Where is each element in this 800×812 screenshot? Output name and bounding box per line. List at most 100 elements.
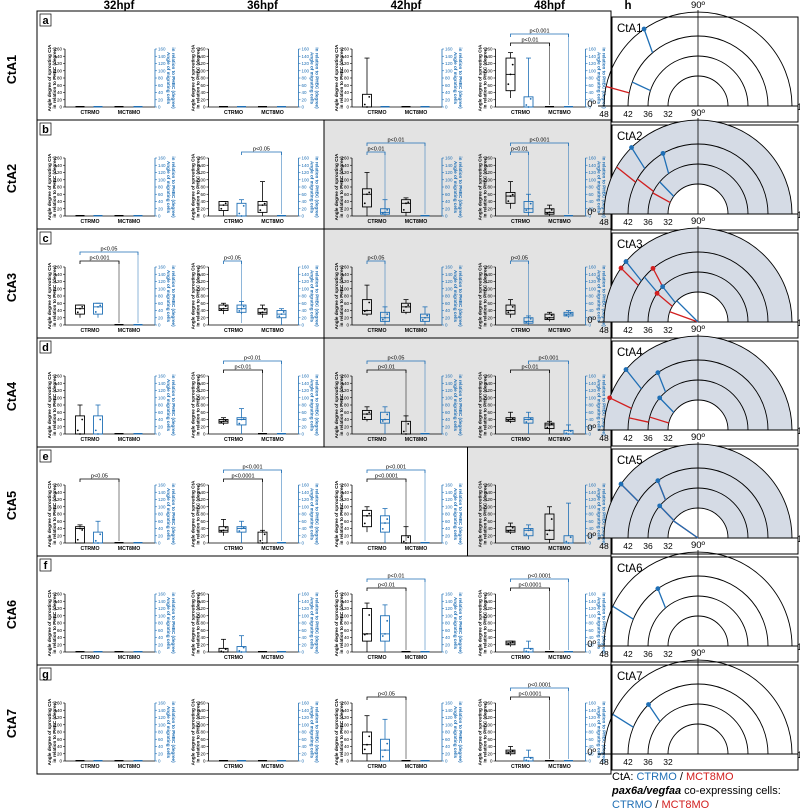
row-label-CtA6: CtA6 xyxy=(5,600,19,629)
tick-label-right: 140 xyxy=(302,163,310,168)
sig-label: p<0.0001 xyxy=(518,583,541,589)
tick-label-right: 140 xyxy=(158,272,166,277)
plot-CtA3-32hpf: 0 0 20 20 40 40 60 60 80 80 100 100 120 120 140 140 160 1… xyxy=(47,247,176,335)
tick-label-left: 60 xyxy=(487,737,493,742)
x-label-ctrmo: CTRMO xyxy=(367,437,386,443)
panel-grid xyxy=(36,10,612,775)
y-axis-title-left-2: in relation to PHBC (degree) xyxy=(483,592,488,654)
tick-label-left: 0 xyxy=(490,432,493,437)
y-axis-title-right-2: in relation to PHBC (degree) xyxy=(602,592,607,654)
tick-label-left: 160 xyxy=(485,592,493,597)
sig-label: p<0.05 xyxy=(378,692,395,698)
y-axis-title-right-1: Angle of migrating cells xyxy=(310,52,315,105)
tick-label-right: 80 xyxy=(589,185,595,190)
caption-coexpressing: co-expressing cells: xyxy=(681,785,781,797)
tick-label-left: 160 xyxy=(54,701,62,706)
tick-label-left: 160 xyxy=(485,374,493,379)
tick-label-left: 100 xyxy=(54,504,62,509)
x-label-mct8mo: MCT8MO xyxy=(405,655,427,661)
arc-title-CtA7: CtA7 xyxy=(617,671,643,683)
tick-label-right: 160 xyxy=(445,156,453,161)
tick-label-right: 160 xyxy=(302,374,310,379)
tick-label-left: 80 xyxy=(57,294,63,299)
y-axis-title-right-2: in relation to PHBC (degree) xyxy=(171,483,176,545)
panel-letter-box xyxy=(39,340,52,354)
y-axis-title-right-1: Angle of migrating cells xyxy=(310,706,315,759)
y-axis-title-right-1: Angle of migrating cells xyxy=(453,488,458,541)
sig-label: p<0.05 xyxy=(511,256,528,262)
arc-time-32: 32 xyxy=(663,325,673,335)
data-point xyxy=(546,533,549,536)
box xyxy=(236,526,247,533)
data-point xyxy=(261,204,264,207)
sig-label: p<0.001 xyxy=(529,138,549,144)
tick-label-left: 80 xyxy=(200,76,206,81)
y-axis-title-left-1: Angle degree of sprouting CtA xyxy=(334,44,339,111)
data-point xyxy=(220,530,223,532)
tick-label-left: 120 xyxy=(485,606,493,611)
arc-line-ctrl xyxy=(643,276,659,294)
data-point xyxy=(280,313,283,316)
panel-letter-box xyxy=(39,558,52,572)
tick-label-right: 20 xyxy=(158,315,164,320)
arc-cell-dot xyxy=(660,150,666,156)
sig-label: p<0.01 xyxy=(522,38,539,44)
tick-label-left: 20 xyxy=(344,533,350,538)
tick-label-left: 20 xyxy=(200,424,206,429)
tick-label-right: 60 xyxy=(302,301,308,306)
tick-label-left: 40 xyxy=(344,417,350,422)
tick-label-right: 100 xyxy=(158,68,166,73)
y-axis-title-right-2: in relation to PHBC (degree) xyxy=(171,47,176,109)
box xyxy=(523,417,534,424)
tick-label-left: 40 xyxy=(487,635,493,640)
tick-label-right: 120 xyxy=(158,61,166,66)
tick-label-right: 40 xyxy=(158,635,164,640)
data-point xyxy=(220,207,223,210)
data-point xyxy=(402,540,405,543)
data-point xyxy=(238,212,241,215)
tick-label-left: 140 xyxy=(485,599,493,604)
data-point xyxy=(94,539,97,542)
y-axis-title-right-1: Angle of migrating cells xyxy=(597,488,602,541)
y-axis-title-right-2: in relation to PHBC (degree) xyxy=(315,47,320,109)
tick-label-left: 80 xyxy=(200,185,206,190)
data-point xyxy=(224,526,227,529)
sig-label: p<0.0001 xyxy=(518,692,541,698)
data-point xyxy=(242,646,245,649)
tick-label-right: 100 xyxy=(158,395,166,400)
tick-label-right: 40 xyxy=(158,417,164,422)
tick-label-right: 140 xyxy=(589,599,597,604)
tick-label-right: 100 xyxy=(589,286,597,291)
tick-label-left: 0 xyxy=(490,759,493,764)
y-axis-title-left-1: Angle degree of sprouting CtA xyxy=(478,480,483,547)
tick-label-left: 80 xyxy=(200,512,206,517)
x-label-mct8mo: MCT8MO xyxy=(548,655,570,661)
arc-line-ctrl xyxy=(662,286,676,303)
data-point xyxy=(238,530,241,532)
data-point xyxy=(363,202,366,205)
tick-label-right: 160 xyxy=(589,483,597,488)
tick-label-left: 60 xyxy=(57,192,63,197)
tick-label-right: 20 xyxy=(589,642,595,647)
figure-caption: CtA: CTRMO / MCT8MO pax6a/vegfaa co-expr… xyxy=(612,770,798,812)
tick-label-left: 120 xyxy=(485,61,493,66)
data-point xyxy=(402,309,405,312)
tick-label-left: 120 xyxy=(485,170,493,175)
data-point xyxy=(525,104,528,106)
tick-label-right: 20 xyxy=(445,97,451,102)
box xyxy=(362,509,372,528)
tick-label-right: 0 xyxy=(158,759,161,764)
arc-time-36: 36 xyxy=(643,217,653,227)
tick-label-right: 140 xyxy=(445,490,453,495)
y-axis-title-left-2: in relation to PHBC (degree) xyxy=(52,265,57,327)
y-axis-title-left-1: Angle degree of sprouting CtA xyxy=(47,698,52,765)
sig-label: p<0.0001 xyxy=(528,574,551,580)
tick-label-right: 160 xyxy=(158,483,166,488)
tick-label-left: 20 xyxy=(487,315,493,320)
tick-label-right: 140 xyxy=(445,381,453,386)
tick-label-left: 80 xyxy=(487,76,493,81)
plot-CtA6-48hpf: 0 0 20 20 40 40 60 60 80 80 100 100 120 120 140 140 160 1… xyxy=(478,574,607,662)
tick-label-left: 0 xyxy=(490,214,493,219)
tick-label-right: 20 xyxy=(302,206,308,211)
data-point xyxy=(407,201,410,204)
